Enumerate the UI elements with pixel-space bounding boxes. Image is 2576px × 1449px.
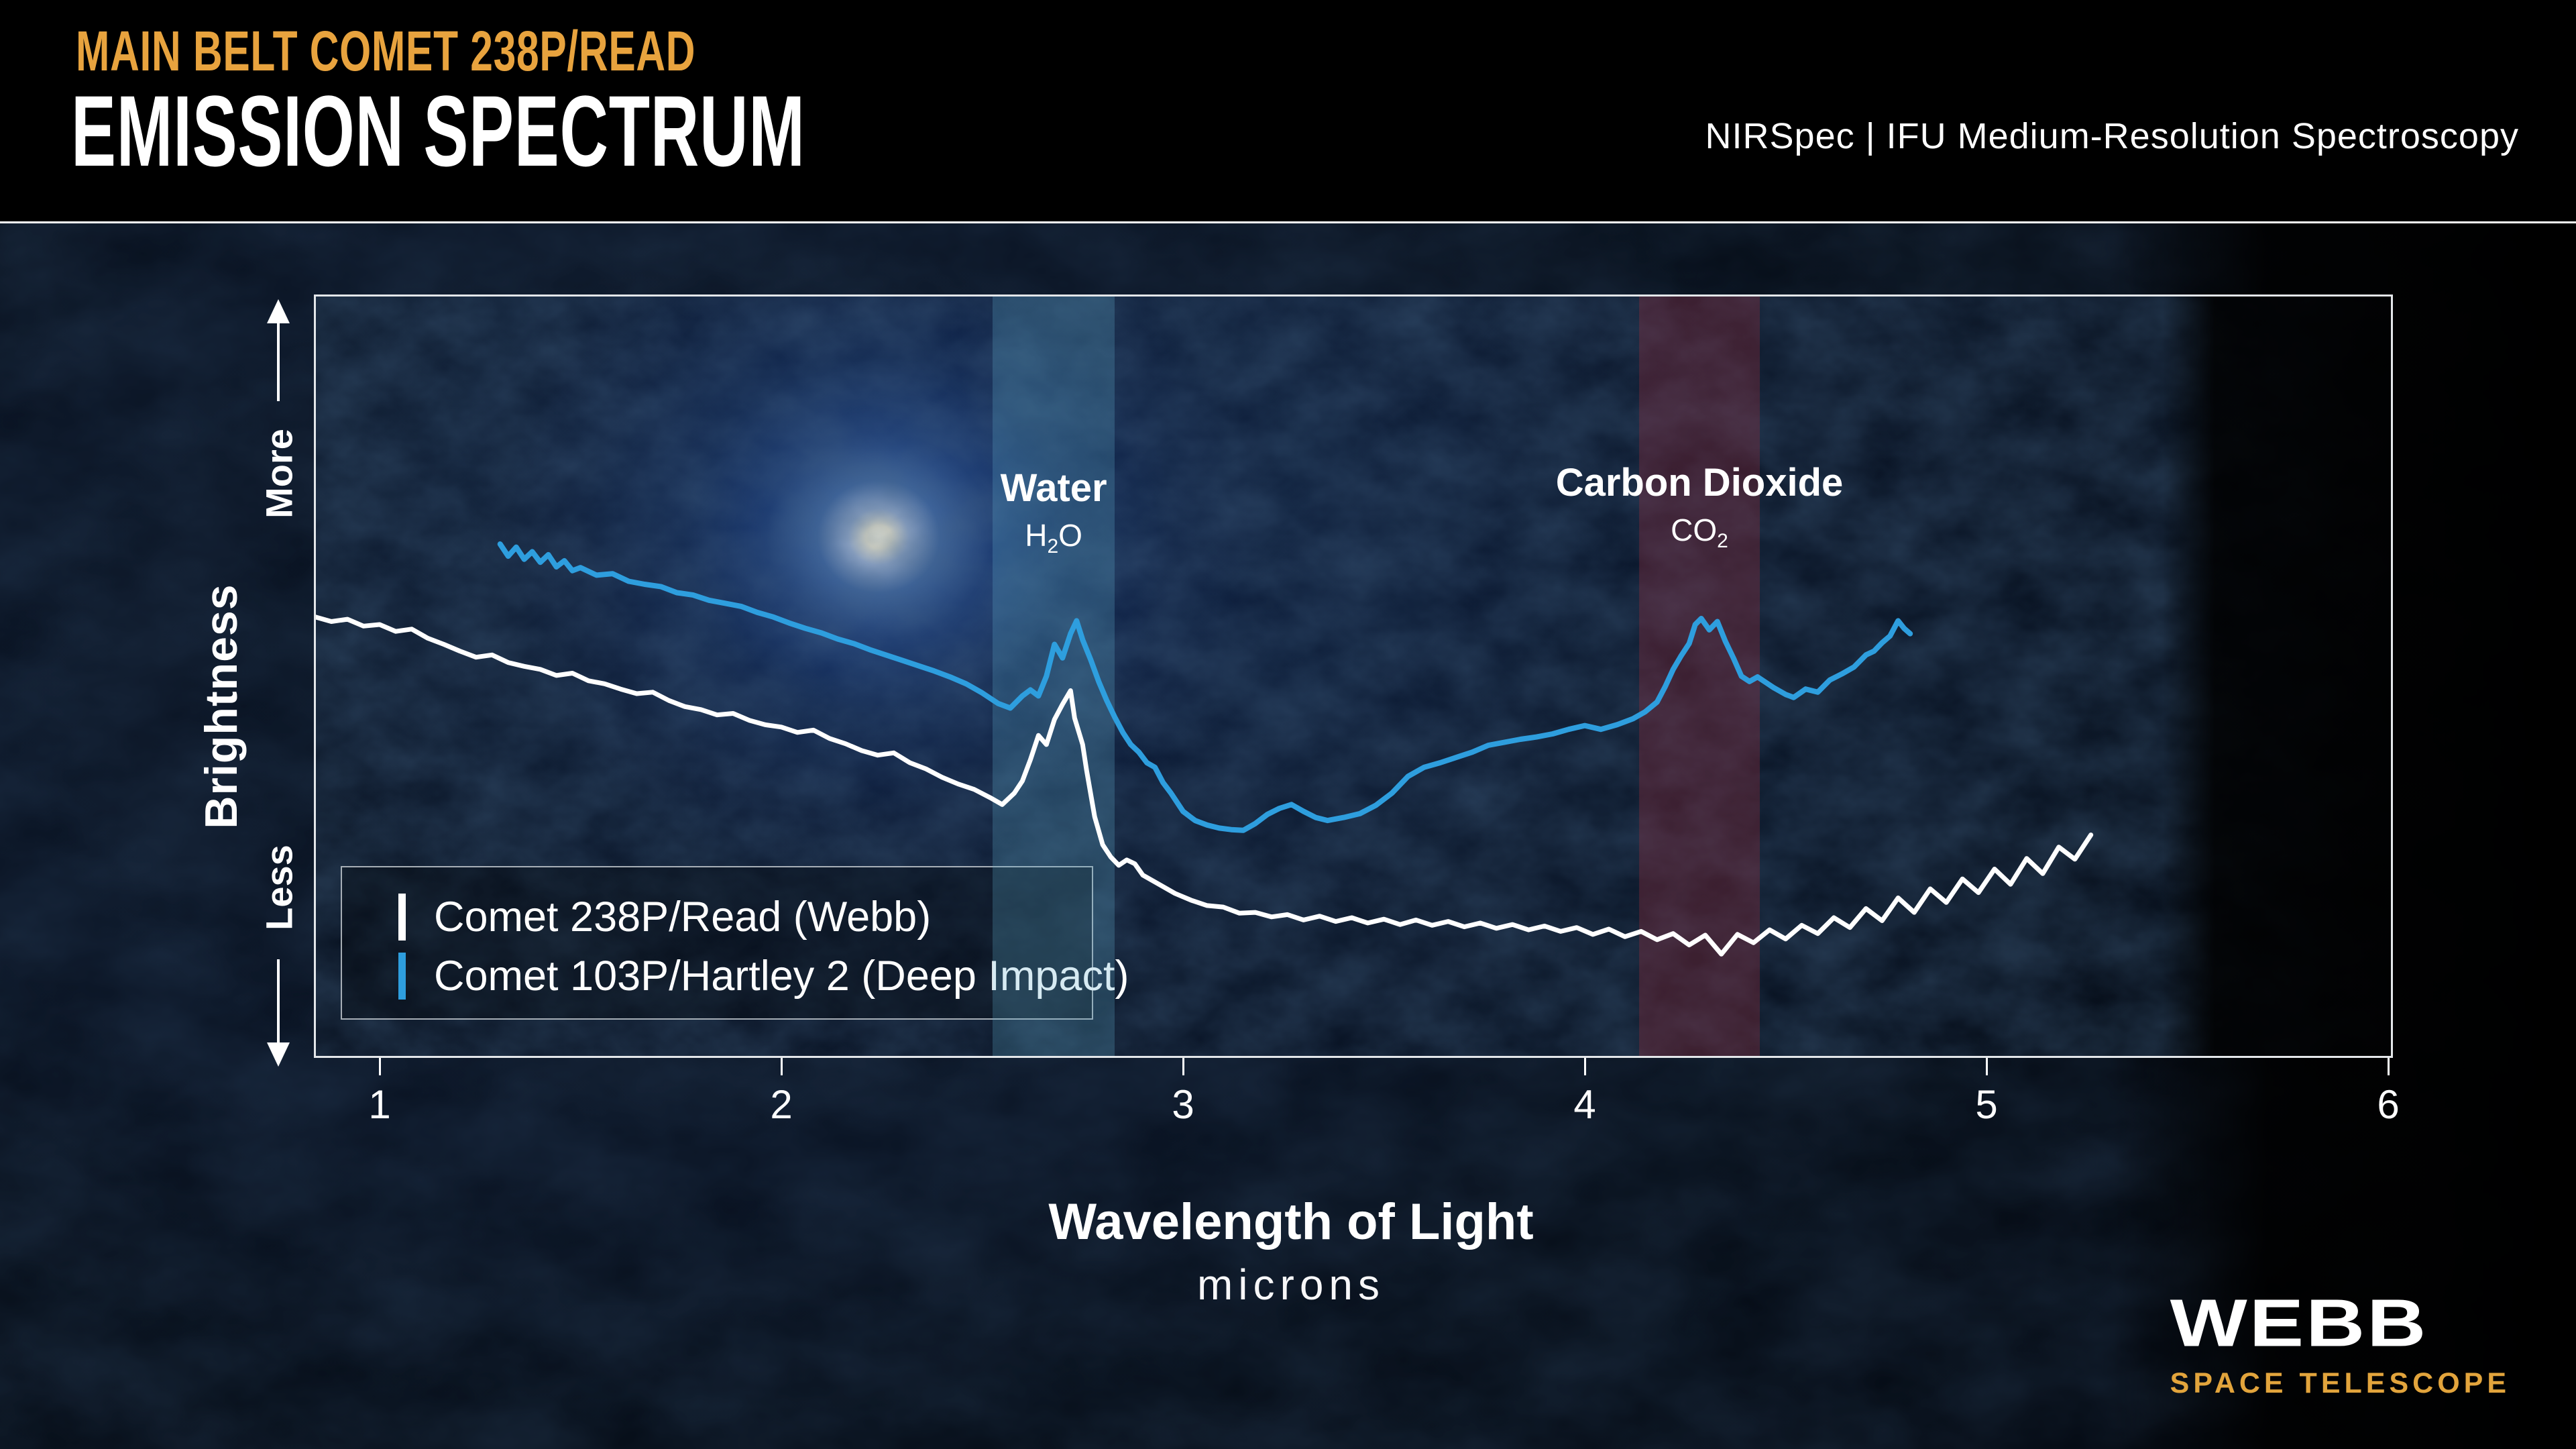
spectra-lines [316,541,2094,957]
webb-logo-subtitle: SPACE TELESCOPE [2170,1367,2510,1399]
x-axis-title: Wavelength of Light [1048,1193,1534,1250]
x-tick-4 [1583,1058,1586,1075]
legend-box: Comet 238P/Read (Webb) Comet 103P/Hartle… [341,866,1129,1020]
x-axis-unit: microns [1196,1260,1386,1309]
x-tick-2 [780,1058,783,1075]
spectrum-line-comet-103p-hartley-2-deep-impact- [497,541,1913,833]
x-tick-6 [2387,1058,2390,1075]
x-tick-label-6: 6 [2377,1082,2400,1127]
x-tick-1 [378,1058,381,1075]
legend-label: Comet 103P/Hartley 2 (Deep Impact) [434,953,1129,1000]
y-axis-less-arrow-icon [267,1042,290,1067]
x-tick-5 [1985,1058,1988,1075]
x-tick-label-4: 4 [1573,1082,1596,1127]
x-tick-3 [1182,1058,1184,1075]
legend-label: Comet 238P/Read (Webb) [434,894,932,941]
header-divider [0,221,2576,223]
plot-right-dark-column [316,297,2391,1056]
page-title: EMISSION SPECTRUM [71,74,805,187]
legend-swatch-blue [398,953,406,1000]
water-formula: H2O [1025,518,1082,558]
webb-logo: WEBB SPACE TELESCOPE [2170,1289,2510,1400]
y-axis-title: Brightness [196,584,247,829]
y-axis-less-label: Less [258,845,300,930]
co2-annotation: Carbon Dioxide CO2 [1555,461,1844,553]
x-tick-label-3: 3 [1172,1082,1194,1127]
x-tick-label-1: 1 [368,1082,391,1127]
x-tick-label-5: 5 [1975,1082,1998,1127]
y-axis-more-label: More [258,429,300,519]
spectrum-line-comet-238p-read-webb- [316,614,2094,957]
legend-item-hartley: Comet 103P/Hartley 2 (Deep Impact) [398,947,1129,1006]
y-axis-more-arrow-icon [267,299,290,323]
co2-formula: CO2 [1671,513,1728,553]
page-kicker: MAIN BELT COMET 238P/READ [76,19,696,83]
legend-item-webb: Comet 238P/Read (Webb) [398,888,1092,947]
x-tick-label-2: 2 [770,1082,793,1127]
y-axis-more-arrow-line [277,323,280,401]
webb-logo-wordmark: WEBB [2170,1285,2428,1360]
spectrum-plot: Comet 238P/Read (Webb) Comet 103P/Hartle… [314,294,2393,1058]
instrument-label: NIRSpec | IFU Medium-Resolution Spectros… [1705,116,2519,156]
y-axis-less-arrow-line [277,959,280,1042]
legend-swatch-white [398,894,406,941]
water-annotation: Water H2O [1000,466,1107,558]
